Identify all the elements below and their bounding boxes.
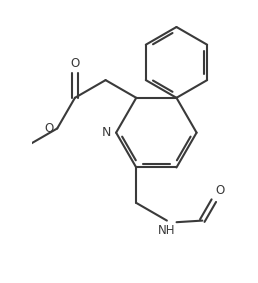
Text: O: O: [44, 122, 53, 135]
Text: N: N: [102, 126, 111, 139]
Text: O: O: [70, 57, 79, 70]
Text: O: O: [215, 185, 225, 198]
Text: NH: NH: [158, 224, 176, 237]
